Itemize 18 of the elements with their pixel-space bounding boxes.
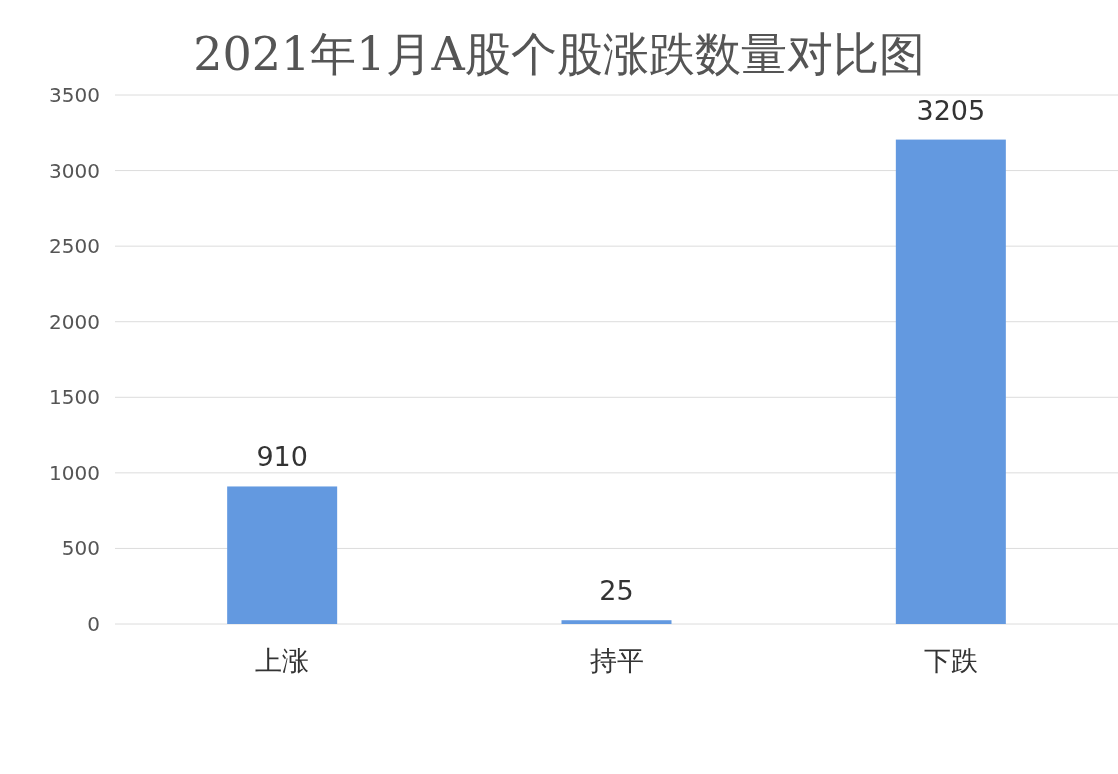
bar (227, 486, 338, 624)
data-label: 3205 (916, 94, 986, 126)
y-tick-label: 3500 (49, 83, 100, 107)
x-tick-label: 上涨 (255, 645, 310, 676)
bar (895, 139, 1006, 624)
bar (561, 620, 672, 624)
y-tick-label: 1500 (49, 385, 100, 410)
x-tick-label: 下跌 (923, 645, 978, 676)
y-tick-label: 0 (87, 612, 100, 636)
y-tick-label: 1000 (49, 460, 100, 485)
y-tick-label: 500 (61, 536, 100, 561)
y-tick-label: 2500 (49, 234, 100, 259)
y-tick-label: 3000 (49, 158, 100, 183)
chart-title: 2021年1月A股个股涨跌数量对比图 (193, 27, 925, 81)
y-tick-label: 2000 (49, 309, 100, 334)
data-label: 25 (599, 575, 634, 607)
data-label: 910 (256, 441, 308, 473)
x-tick-label: 持平 (589, 645, 644, 676)
